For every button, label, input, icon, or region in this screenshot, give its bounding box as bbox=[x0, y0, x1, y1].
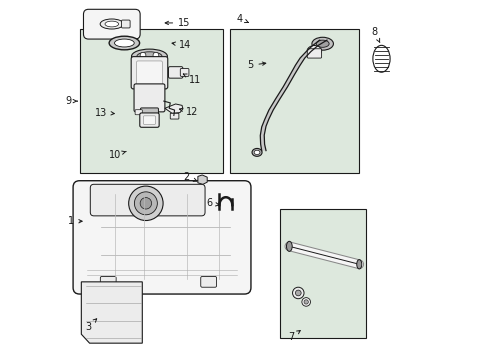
Circle shape bbox=[128, 186, 163, 221]
Text: 7: 7 bbox=[287, 330, 300, 342]
Text: 5: 5 bbox=[247, 60, 265, 70]
Text: 12: 12 bbox=[179, 107, 199, 117]
Text: 11: 11 bbox=[183, 74, 201, 85]
FancyBboxPatch shape bbox=[180, 68, 188, 76]
Circle shape bbox=[140, 52, 145, 58]
Circle shape bbox=[134, 192, 157, 215]
Text: 4: 4 bbox=[236, 14, 248, 24]
FancyBboxPatch shape bbox=[121, 20, 130, 28]
Text: 14: 14 bbox=[172, 40, 191, 50]
FancyBboxPatch shape bbox=[140, 113, 159, 127]
Text: 2: 2 bbox=[183, 172, 197, 182]
Text: 10: 10 bbox=[108, 150, 126, 160]
FancyBboxPatch shape bbox=[201, 276, 216, 287]
Ellipse shape bbox=[254, 150, 260, 154]
Circle shape bbox=[292, 287, 304, 299]
Text: 3: 3 bbox=[85, 319, 97, 332]
Text: 8: 8 bbox=[371, 27, 379, 42]
FancyBboxPatch shape bbox=[135, 110, 142, 115]
Polygon shape bbox=[198, 175, 207, 184]
Text: 1: 1 bbox=[68, 216, 82, 226]
FancyBboxPatch shape bbox=[306, 49, 321, 58]
Bar bbox=[280, 209, 366, 338]
Ellipse shape bbox=[100, 19, 123, 29]
FancyBboxPatch shape bbox=[143, 116, 155, 125]
FancyBboxPatch shape bbox=[140, 108, 158, 117]
FancyBboxPatch shape bbox=[73, 181, 250, 294]
Ellipse shape bbox=[131, 49, 167, 63]
Ellipse shape bbox=[311, 37, 333, 50]
FancyBboxPatch shape bbox=[131, 57, 167, 89]
Bar bbox=[230, 30, 359, 173]
Text: 13: 13 bbox=[95, 108, 114, 118]
Bar bbox=[80, 30, 223, 173]
FancyBboxPatch shape bbox=[168, 67, 183, 78]
Polygon shape bbox=[260, 40, 326, 150]
Ellipse shape bbox=[286, 241, 292, 251]
Text: 6: 6 bbox=[206, 198, 219, 208]
Circle shape bbox=[153, 52, 159, 58]
Polygon shape bbox=[81, 282, 142, 343]
FancyBboxPatch shape bbox=[136, 61, 162, 85]
Circle shape bbox=[304, 300, 308, 304]
Text: 15: 15 bbox=[165, 18, 190, 28]
Ellipse shape bbox=[316, 40, 328, 47]
Ellipse shape bbox=[137, 52, 162, 61]
Ellipse shape bbox=[251, 148, 262, 156]
Ellipse shape bbox=[105, 21, 119, 27]
Ellipse shape bbox=[114, 39, 134, 47]
Circle shape bbox=[140, 198, 151, 209]
Circle shape bbox=[301, 298, 310, 306]
FancyBboxPatch shape bbox=[83, 9, 140, 39]
Circle shape bbox=[295, 290, 301, 296]
FancyBboxPatch shape bbox=[90, 184, 204, 216]
FancyBboxPatch shape bbox=[170, 113, 179, 119]
Ellipse shape bbox=[356, 260, 361, 269]
Polygon shape bbox=[164, 104, 183, 113]
FancyBboxPatch shape bbox=[134, 84, 164, 112]
Text: 9: 9 bbox=[65, 96, 77, 106]
Ellipse shape bbox=[109, 36, 139, 50]
Ellipse shape bbox=[306, 45, 321, 56]
FancyBboxPatch shape bbox=[100, 276, 116, 287]
